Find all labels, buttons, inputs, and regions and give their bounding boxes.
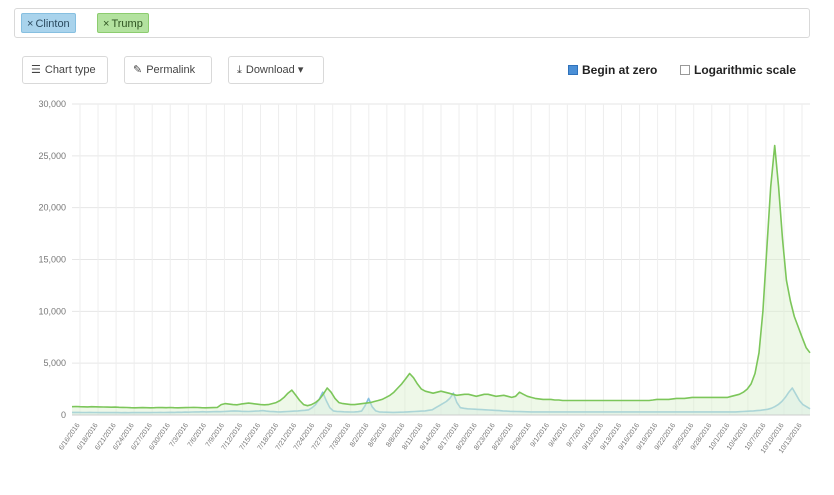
candidate-filter-box[interactable]: × Clinton × Trump — [14, 8, 810, 38]
download-button[interactable]: ⤓ Download ▾ — [228, 56, 324, 84]
series-layer — [71, 144, 811, 415]
begin-at-zero-label: Begin at zero — [582, 63, 658, 77]
y-tick-label: 20,000 — [38, 203, 66, 213]
remove-tag-icon[interactable]: × — [27, 18, 34, 30]
y-tick-label: 30,000 — [38, 99, 66, 109]
y-tick-label: 25,000 — [38, 151, 66, 161]
chart-type-button[interactable]: ☰ Chart type — [22, 56, 108, 84]
remove-tag-icon[interactable]: × — [103, 18, 110, 30]
y-tick-label: 10,000 — [38, 306, 66, 316]
y-tick-label: 5,000 — [43, 358, 66, 368]
download-icon: ⤓ — [237, 64, 242, 76]
line-chart: 0 5,000 10,000 15,000 20,000 25,000 30,000 6/1… — [38, 99, 811, 455]
filter-tag-label: Trump — [111, 18, 143, 30]
begin-at-zero-checkbox[interactable] — [568, 65, 578, 75]
pencil-icon: ✎ — [133, 64, 143, 76]
y-tick-label: 15,000 — [38, 255, 66, 265]
permalink-button[interactable]: ✎ Permalink — [124, 56, 212, 84]
series-line-trump — [71, 144, 811, 409]
filter-tag-trump[interactable]: × Trump — [97, 13, 149, 33]
filter-tag-label: Clinton — [35, 18, 70, 30]
download-label: Download — [245, 64, 295, 76]
log-scale-checkbox[interactable] — [680, 65, 690, 75]
bar-chart-icon: ☰ — [31, 64, 41, 76]
chart-type-label: Chart type — [44, 64, 96, 76]
log-scale-label: Logarithmic scale — [694, 63, 797, 77]
series-line-clinton — [72, 387, 811, 414]
x-axis: 6/16/20166/18/20166/21/20166/24/20166/27… — [58, 414, 810, 455]
y-axis: 0 5,000 10,000 15,000 20,000 25,000 30,000 — [38, 99, 66, 420]
log-scale-toggle[interactable]: Logarithmic scale — [680, 63, 796, 77]
begin-at-zero-toggle[interactable]: Begin at zero — [568, 63, 657, 77]
filter-tag-clinton[interactable]: × Clinton — [21, 13, 76, 33]
permalink-label: Permalink — [146, 64, 196, 76]
y-tick-label: 0 — [61, 410, 66, 420]
chart-grid — [72, 103, 810, 416]
